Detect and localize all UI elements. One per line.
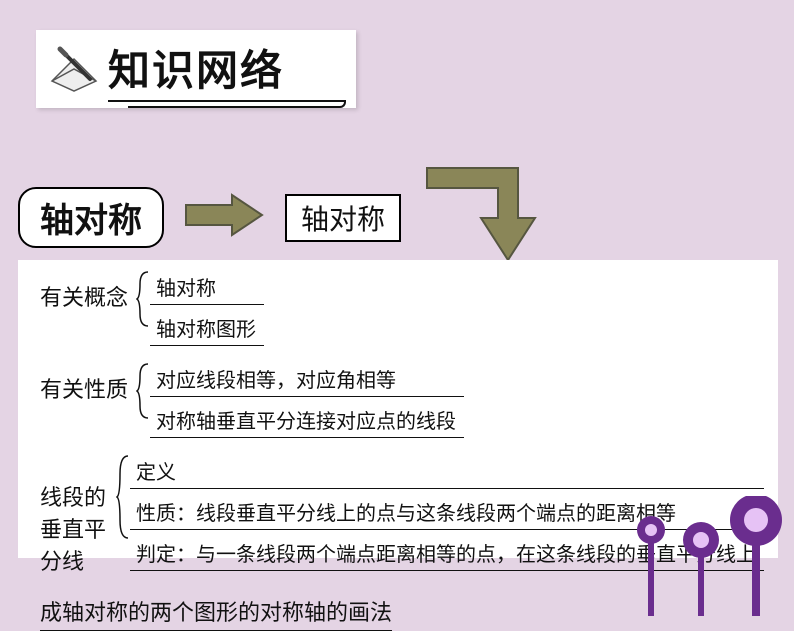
group-concepts: 有关概念 轴对称 轴对称图形 bbox=[40, 270, 764, 352]
brace-icon bbox=[136, 270, 150, 352]
property-item: 对应线段相等，对应角相等 bbox=[150, 362, 464, 397]
topic-main-label: 轴对称 bbox=[40, 203, 142, 240]
book-pen-icon bbox=[46, 41, 102, 97]
page-title-text: 知识网络 bbox=[108, 49, 284, 95]
group-label: 有关性质 bbox=[40, 362, 136, 404]
topic-sub-label: 轴对称 bbox=[301, 205, 385, 236]
arrow-right-icon bbox=[182, 190, 267, 245]
bottom-line-wrap: 成轴对称的两个图形的对称轴的画法 bbox=[40, 587, 764, 631]
group-items: 对应线段相等，对应角相等 对称轴垂直平分连接对应点的线段 bbox=[150, 362, 464, 444]
group-properties: 有关性质 对应线段相等，对应角相等 对称轴垂直平分连接对应点的线段 bbox=[40, 362, 764, 444]
topic-sub-box: 轴对称 bbox=[285, 194, 401, 242]
arrow-down-icon bbox=[423, 160, 553, 275]
concept-item: 轴对称 bbox=[150, 270, 264, 305]
topic-row: 轴对称 轴对称 bbox=[18, 160, 571, 275]
group-items: 定义 性质：线段垂直平分线上的点与这条线段两个端点的距离相等 判定：与一条线段两… bbox=[130, 454, 764, 577]
header: 知识网络 bbox=[36, 30, 356, 108]
brace-icon bbox=[136, 362, 150, 444]
concept-item: 轴对称图形 bbox=[150, 311, 264, 346]
topic-main-box: 轴对称 bbox=[18, 187, 164, 248]
bisector-item: 判定：与一条线段两个端点距离相等的点，在这条线段的垂直平分线上 bbox=[130, 536, 764, 571]
bisector-item: 性质：线段垂直平分线上的点与这条线段两个端点的距离相等 bbox=[130, 495, 764, 530]
group-label: 有关概念 bbox=[40, 270, 136, 312]
bottom-line-text: 成轴对称的两个图形的对称轴的画法 bbox=[40, 587, 392, 631]
property-item: 对称轴垂直平分连接对应点的线段 bbox=[150, 403, 464, 438]
content-panel: 有关概念 轴对称 轴对称图形 有关性质 对应线段相等，对应角相等 对称轴垂直平分… bbox=[18, 260, 778, 558]
group-items: 轴对称 轴对称图形 bbox=[150, 270, 264, 352]
group-bisector: 线段的垂直平分线 定义 性质：线段垂直平分线上的点与这条线段两个端点的距离相等 … bbox=[40, 454, 764, 577]
title-underline bbox=[128, 102, 346, 108]
brace-icon bbox=[116, 454, 130, 577]
page-title: 知识网络 bbox=[108, 37, 346, 102]
group-label: 线段的垂直平分线 bbox=[40, 454, 116, 576]
bisector-item: 定义 bbox=[130, 454, 764, 489]
